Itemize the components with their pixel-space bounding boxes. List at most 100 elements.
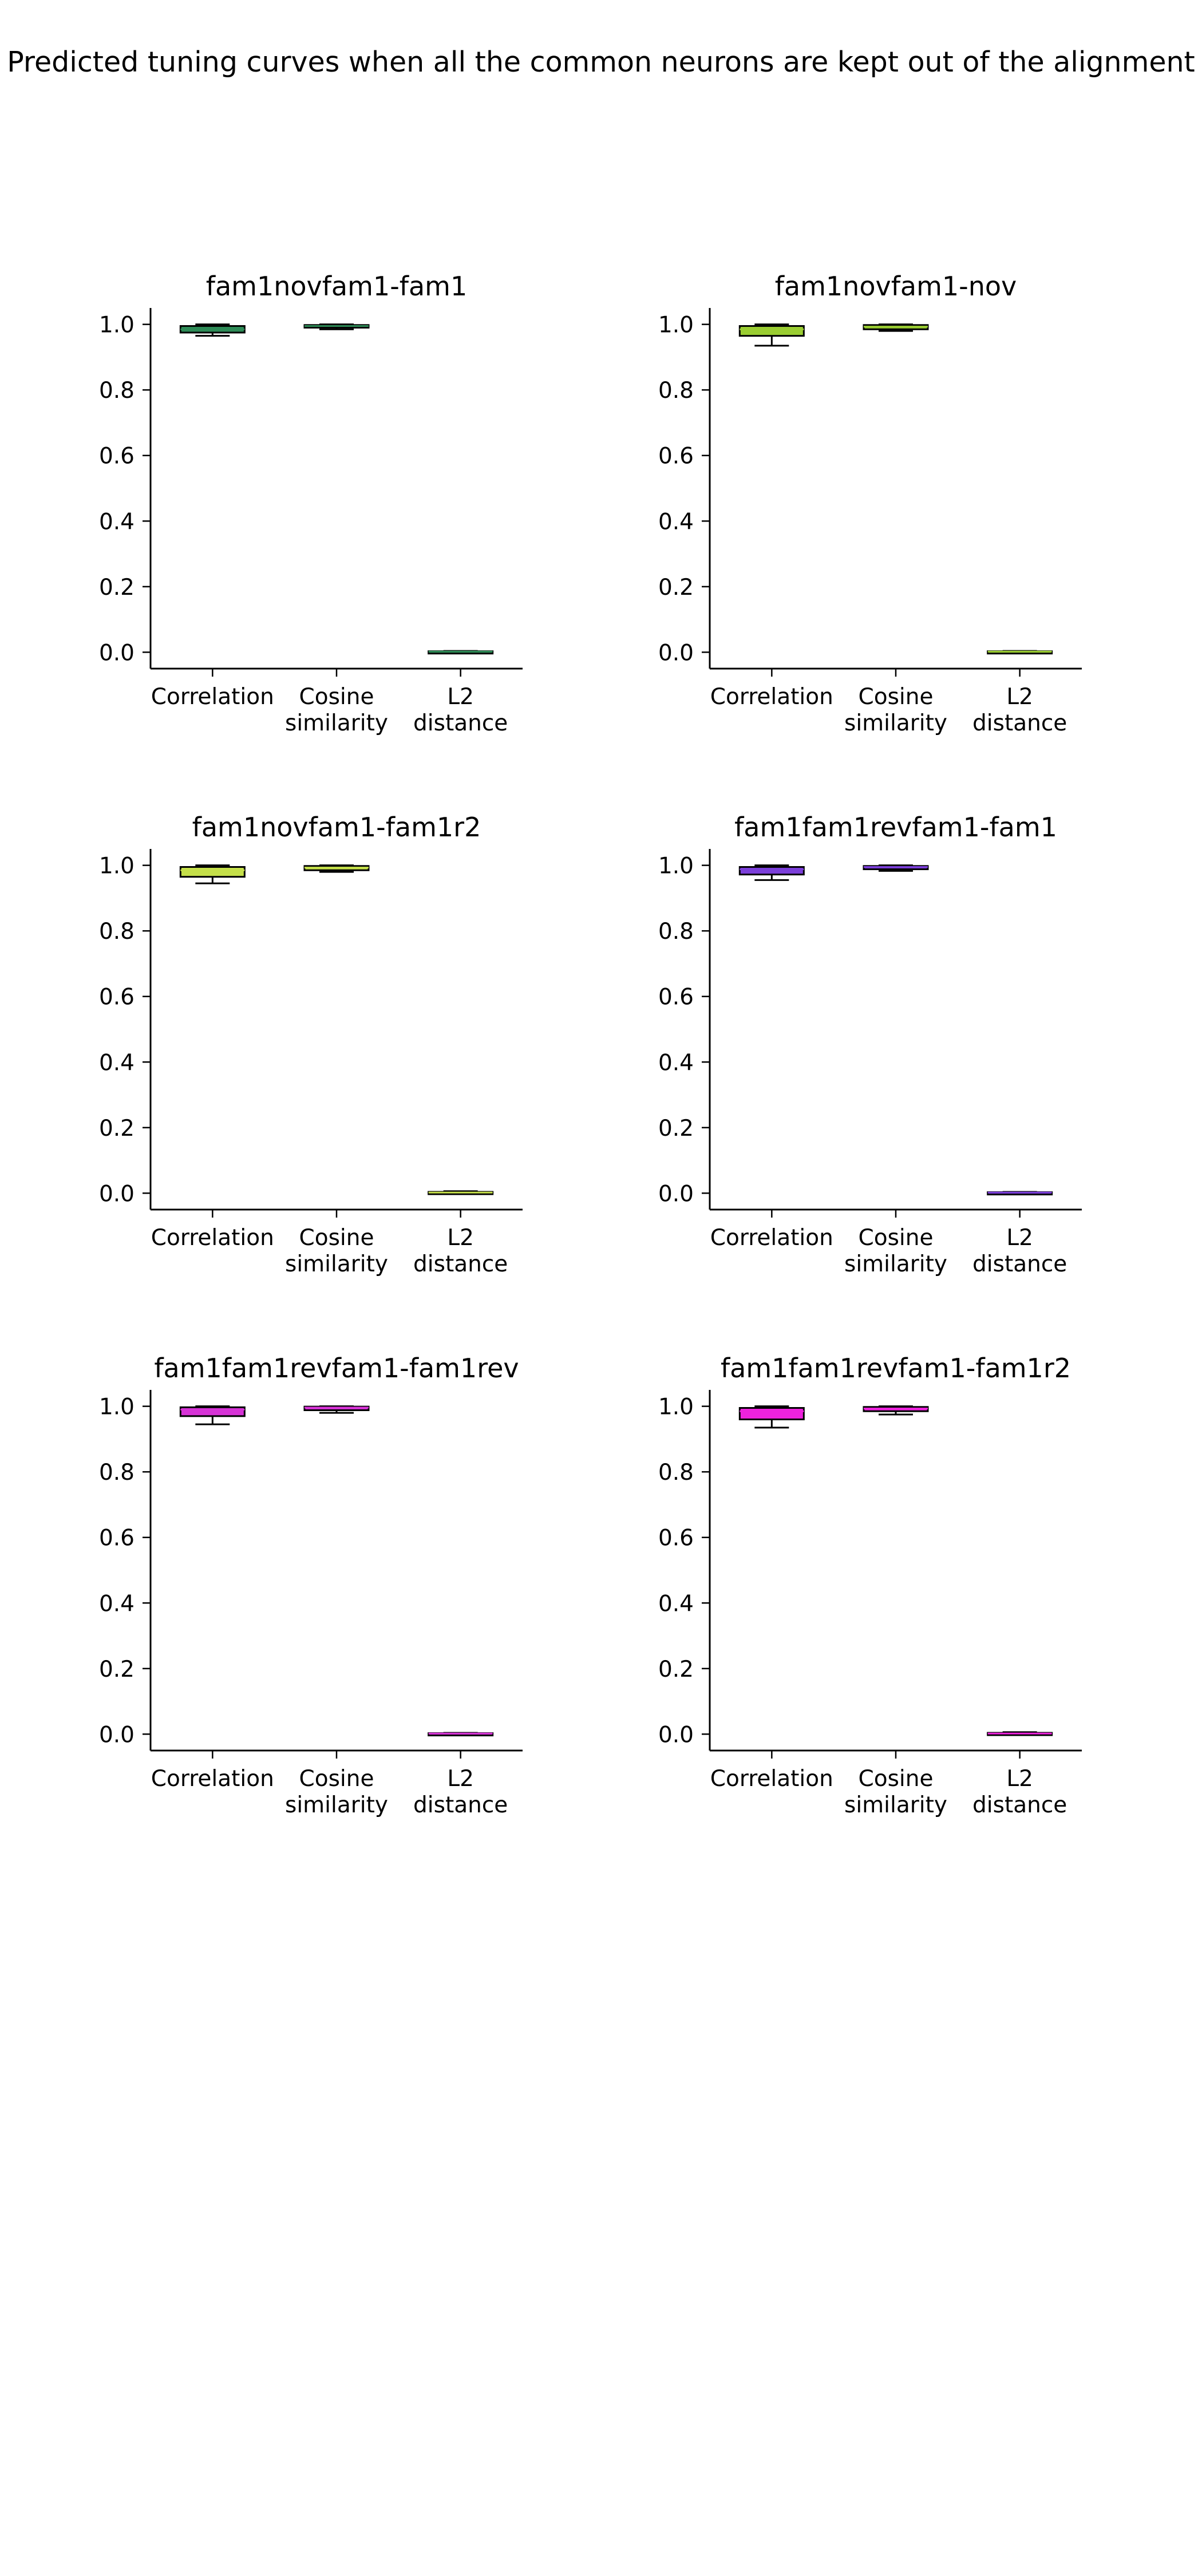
x-tick-label: L2 bbox=[1006, 1766, 1033, 1792]
x-tick-label: similarity bbox=[285, 710, 388, 736]
subplot-title: fam1novfam1-fam1r2 bbox=[192, 812, 481, 843]
y-tick-label: 0.0 bbox=[658, 1722, 694, 1748]
panels-grid: fam1novfam1-fam1 0.0 0.2 0.4 0.6 0.8 1.0 Correl… bbox=[99, 271, 1082, 1818]
box-2 bbox=[863, 1405, 929, 1416]
y-tick-label: 0.2 bbox=[99, 1657, 135, 1682]
x-tick-label: Cosine bbox=[859, 1766, 934, 1792]
x-tick-label: distance bbox=[413, 1792, 508, 1818]
x-tick-label: similarity bbox=[285, 1251, 388, 1277]
x-tick-label: Correlation bbox=[710, 1766, 833, 1792]
y-tick-label: 0.6 bbox=[658, 985, 694, 1010]
box-1 bbox=[738, 323, 805, 347]
y-tick-label: 0.2 bbox=[658, 1657, 694, 1682]
x-tick-label: distance bbox=[413, 710, 508, 736]
box-2 bbox=[863, 323, 929, 332]
x-tick-label: Correlation bbox=[710, 684, 833, 710]
subplot-2: fam1novfam1-nov 0.0 0.2 0.4 0.6 0.8 1.0 Correla… bbox=[658, 271, 1082, 736]
box-3 bbox=[987, 1731, 1053, 1736]
y-tick-label: 1.0 bbox=[99, 313, 135, 338]
x-tick-label: distance bbox=[972, 1251, 1067, 1277]
y-tick-label: 0.0 bbox=[99, 1181, 135, 1207]
box-body bbox=[179, 1406, 246, 1417]
y-tick-label: 1.0 bbox=[658, 1394, 694, 1420]
y-tick-label: 0.0 bbox=[99, 1722, 135, 1748]
x-tick-label: similarity bbox=[844, 1792, 947, 1818]
subplot-3: fam1novfam1-fam1r2 0.0 0.2 0.4 0.6 0.8 1.0 Corr… bbox=[99, 812, 523, 1277]
box-1 bbox=[179, 1405, 246, 1425]
y-tick-label: 0.0 bbox=[658, 1181, 694, 1207]
figure-suptitle: Predicted tuning curves when all the com… bbox=[7, 46, 1195, 78]
y-tick-label: 1.0 bbox=[658, 313, 694, 338]
box-body bbox=[179, 866, 246, 878]
x-tick-label: distance bbox=[972, 710, 1067, 736]
x-tick-label: L2 bbox=[447, 684, 474, 710]
y-tick-label: 0.6 bbox=[658, 444, 694, 469]
subplot-5: fam1fam1revfam1-fam1rev 0.0 0.2 0.4 0.6 0.8 1.… bbox=[99, 1353, 523, 1818]
subplot-4: fam1fam1revfam1-fam1 0.0 0.2 0.4 0.6 0.8 1.0 Co… bbox=[658, 812, 1082, 1277]
x-tick-label: L2 bbox=[447, 1766, 474, 1792]
y-tick-label: 0.0 bbox=[658, 640, 694, 666]
x-tick-label: distance bbox=[413, 1251, 508, 1277]
box-1 bbox=[738, 1405, 805, 1429]
y-tick-label: 0.8 bbox=[658, 1460, 694, 1485]
x-tick-label: distance bbox=[972, 1792, 1067, 1818]
x-tick-label: similarity bbox=[844, 710, 947, 736]
y-tick-label: 0.6 bbox=[99, 444, 135, 469]
y-tick-label: 0.4 bbox=[99, 1050, 135, 1076]
box-3 bbox=[428, 650, 494, 655]
y-tick-label: 0.4 bbox=[658, 1591, 694, 1617]
x-tick-label: Correlation bbox=[151, 1225, 274, 1251]
subplot-title: fam1fam1revfam1-fam1rev bbox=[154, 1353, 519, 1384]
x-tick-label: Correlation bbox=[151, 684, 274, 710]
y-tick-label: 0.6 bbox=[99, 1526, 135, 1551]
y-tick-label: 0.2 bbox=[99, 1116, 135, 1141]
x-tick-label: similarity bbox=[844, 1251, 947, 1277]
y-tick-label: 1.0 bbox=[99, 1394, 135, 1420]
box-2 bbox=[303, 323, 370, 330]
x-tick-label: Cosine bbox=[859, 684, 934, 710]
y-tick-label: 0.6 bbox=[99, 985, 135, 1010]
x-tick-label: similarity bbox=[285, 1792, 388, 1818]
box-2 bbox=[863, 864, 929, 872]
y-tick-label: 0.4 bbox=[658, 1050, 694, 1076]
box-2 bbox=[303, 1405, 370, 1414]
box-body bbox=[738, 325, 805, 337]
x-tick-label: L2 bbox=[447, 1225, 474, 1251]
x-tick-label: L2 bbox=[1006, 684, 1033, 710]
y-tick-label: 0.2 bbox=[99, 575, 135, 600]
box-1 bbox=[179, 323, 246, 337]
x-tick-label: Correlation bbox=[151, 1766, 274, 1792]
y-tick-label: 0.8 bbox=[99, 919, 135, 945]
y-tick-label: 1.0 bbox=[658, 854, 694, 879]
y-tick-label: 1.0 bbox=[99, 854, 135, 879]
y-tick-label: 0.6 bbox=[658, 1526, 694, 1551]
subplot-title: fam1fam1revfam1-fam1 bbox=[734, 812, 1057, 843]
box-3 bbox=[428, 1732, 494, 1737]
x-tick-label: Cosine bbox=[859, 1225, 934, 1251]
y-tick-label: 0.8 bbox=[658, 378, 694, 404]
y-tick-label: 0.8 bbox=[658, 919, 694, 945]
subplot-title: fam1novfam1-fam1 bbox=[206, 271, 468, 302]
y-tick-label: 0.8 bbox=[99, 378, 135, 404]
x-tick-label: Cosine bbox=[299, 684, 374, 710]
y-tick-label: 0.2 bbox=[658, 575, 694, 600]
y-tick-label: 0.8 bbox=[99, 1460, 135, 1485]
subplot-title: fam1novfam1-nov bbox=[775, 271, 1017, 302]
box-1 bbox=[179, 864, 246, 884]
y-tick-label: 0.4 bbox=[658, 509, 694, 535]
subplot-6: fam1fam1revfam1-fam1r2 0.0 0.2 0.4 0.6 0.8 1.0… bbox=[658, 1353, 1082, 1818]
y-tick-label: 0.0 bbox=[99, 640, 135, 666]
subplot-title: fam1fam1revfam1-fam1r2 bbox=[721, 1353, 1071, 1384]
x-tick-label: L2 bbox=[1006, 1225, 1033, 1251]
subplot-1: fam1novfam1-fam1 0.0 0.2 0.4 0.6 0.8 1.0 Correl… bbox=[99, 271, 523, 736]
box-body bbox=[738, 1407, 805, 1421]
x-tick-label: Cosine bbox=[299, 1766, 374, 1792]
x-tick-label: Correlation bbox=[710, 1225, 833, 1251]
y-tick-label: 0.4 bbox=[99, 1591, 135, 1617]
box-2 bbox=[303, 864, 370, 873]
box-3 bbox=[987, 650, 1053, 655]
box-3 bbox=[428, 1190, 494, 1195]
box-3 bbox=[987, 1191, 1053, 1196]
y-tick-label: 0.2 bbox=[658, 1116, 694, 1141]
